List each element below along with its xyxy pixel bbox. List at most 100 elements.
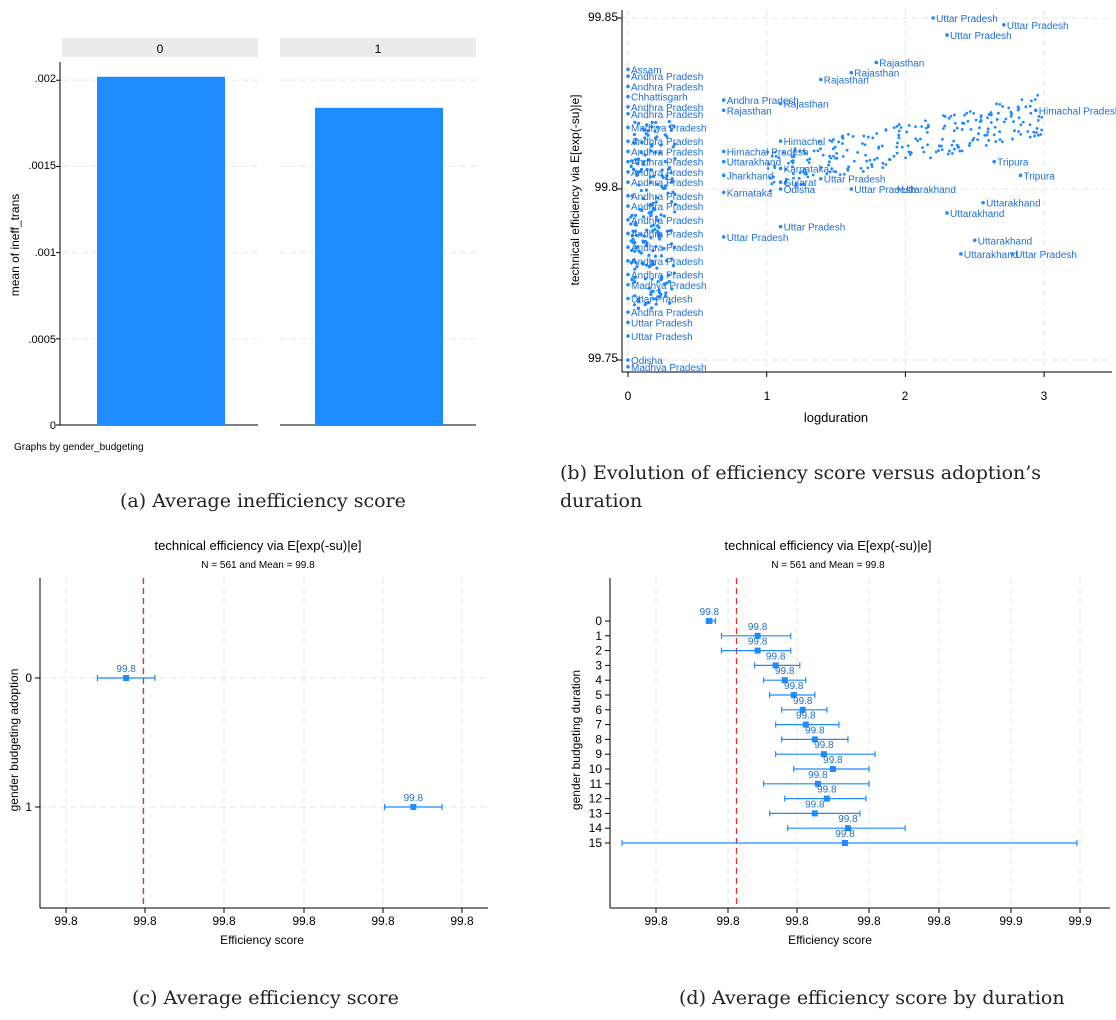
scatter-point: [849, 70, 854, 75]
scatter-point: [1036, 93, 1040, 97]
point-label: Andhra Pradesh: [631, 168, 703, 179]
scatter-point: [955, 126, 959, 130]
scatter-point: [721, 235, 726, 239]
y-tick-label: 99.8: [595, 180, 619, 194]
scatter-point: [931, 16, 935, 20]
y-tick-label: 3: [595, 658, 602, 672]
scatter-point: [631, 237, 635, 241]
point-label: Uttar Pradesh: [936, 14, 998, 25]
scatter-point: [657, 290, 661, 295]
scatter-point: [667, 279, 671, 283]
scatter-point: [657, 234, 661, 239]
scatter-point: [650, 120, 654, 124]
scatter-point: [1001, 105, 1005, 108]
caption-a: (a) Average inefficiency score: [120, 490, 406, 512]
scatter-point: [643, 277, 648, 281]
scatter-point: [669, 180, 674, 184]
scatter-point: [793, 147, 797, 151]
scatter-point: [650, 306, 654, 310]
scatter-point: [989, 120, 993, 124]
data-label: 99.8: [823, 755, 843, 766]
scatter-point: [631, 167, 636, 171]
scatter-point: [827, 160, 831, 164]
scatter-point: [914, 125, 917, 128]
y-tick-label: 12: [589, 792, 603, 806]
scatter-point: [658, 237, 662, 241]
scatter-point: [926, 143, 929, 147]
scatter-point: [634, 245, 638, 249]
scatter-point: [968, 110, 972, 113]
scatter-point: [630, 248, 634, 253]
scatter-point: [663, 133, 667, 137]
chart-d-efficiency-by-duration: technical efficiency via E[exp(-su)|e] N…: [569, 538, 1110, 947]
data-label: 99.8: [116, 664, 136, 675]
scatter-point: [644, 228, 649, 232]
scatter-point: [818, 176, 823, 181]
scatter-point: [652, 223, 656, 227]
scatter-point: [632, 294, 637, 298]
y-tick-label: 6: [595, 703, 602, 717]
scatter-point: [1040, 115, 1044, 119]
scatter-point: [633, 222, 637, 227]
scatter-point: [665, 281, 669, 285]
scatter-point: [650, 262, 654, 266]
scatter-point: [950, 143, 954, 147]
scatter-point: [897, 133, 901, 137]
facet-label-1: 1: [375, 42, 382, 56]
x-tick-label: 99.8: [927, 914, 951, 928]
x-tick-label: 1: [764, 389, 771, 403]
scatter-point: [845, 148, 849, 152]
scatter-point: [626, 111, 630, 116]
scatter-point: [626, 259, 630, 263]
scatter-point: [721, 159, 726, 164]
scatter-point: [654, 200, 658, 204]
x-axis-label: Efficiency score: [220, 933, 304, 947]
scatter-point: [945, 33, 949, 37]
caption-c: (c) Average efficiency score: [132, 987, 399, 1009]
scatter-point: [881, 166, 885, 170]
scatter-point: [785, 177, 788, 181]
scatter-point: [1026, 130, 1030, 133]
scatter-point: [923, 119, 927, 123]
caption-b-line1: (b) Evolution of efficiency score versus…: [560, 462, 1042, 484]
scatter-point: [672, 245, 677, 250]
bar: [97, 76, 225, 426]
scatter-point: [626, 334, 630, 338]
scatter-point: [987, 139, 990, 142]
scatter-point: [770, 154, 774, 158]
scatter-point: [768, 176, 772, 180]
scatter-point: [818, 77, 823, 82]
scatter-point: [833, 145, 837, 149]
scatter-point: [656, 182, 660, 186]
point-estimate: [754, 632, 761, 639]
scatter-point: [875, 156, 879, 160]
scatter-point: [650, 144, 654, 148]
scatter-point: [817, 140, 821, 144]
scatter-point: [663, 159, 667, 164]
scatter-point: [660, 174, 664, 178]
scatter-point: [651, 289, 655, 293]
data-label: 99.8: [748, 637, 768, 648]
data-label: 99.8: [838, 814, 858, 825]
y-tick-label: 11: [590, 777, 603, 791]
scatter-point: [801, 170, 805, 173]
scatter-point: [792, 176, 795, 180]
scatter-point: [972, 111, 976, 115]
y-tick-label: 0: [50, 420, 56, 432]
scatter-point: [778, 224, 783, 229]
point-label: Rajasthan: [824, 76, 869, 87]
scatter-point: [937, 149, 940, 152]
scatter-point: [633, 267, 637, 271]
scatter-point: [673, 142, 677, 146]
scatter-point: [626, 180, 630, 184]
scatter-point: [633, 240, 637, 244]
y-tick-label: .0005: [28, 334, 56, 346]
scatter-point: [943, 115, 947, 118]
scatter-point: [797, 176, 801, 180]
scatter-point: [659, 143, 663, 147]
scatter-point: [947, 116, 951, 120]
scatter-point: [648, 175, 653, 179]
scatter-point: [662, 246, 666, 251]
y-axis-label: mean of ineff_trans: [8, 194, 22, 297]
scatter-point: [626, 84, 630, 89]
